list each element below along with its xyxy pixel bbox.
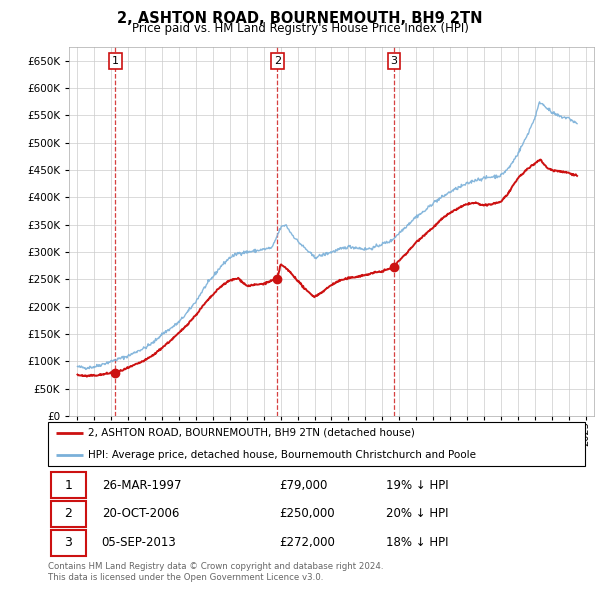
Text: £79,000: £79,000	[279, 478, 327, 491]
FancyBboxPatch shape	[50, 472, 86, 498]
Text: 1: 1	[64, 478, 72, 491]
Text: 3: 3	[64, 536, 72, 549]
Text: 20% ↓ HPI: 20% ↓ HPI	[386, 507, 449, 520]
Text: 19% ↓ HPI: 19% ↓ HPI	[386, 478, 449, 491]
Text: 1: 1	[112, 56, 119, 66]
Text: 26-MAR-1997: 26-MAR-1997	[102, 478, 181, 491]
Text: 3: 3	[391, 56, 397, 66]
Text: Price paid vs. HM Land Registry's House Price Index (HPI): Price paid vs. HM Land Registry's House …	[131, 22, 469, 35]
Text: HPI: Average price, detached house, Bournemouth Christchurch and Poole: HPI: Average price, detached house, Bour…	[88, 450, 476, 460]
Text: £250,000: £250,000	[279, 507, 335, 520]
Text: 18% ↓ HPI: 18% ↓ HPI	[386, 536, 449, 549]
Text: 2: 2	[64, 507, 72, 520]
Text: 05-SEP-2013: 05-SEP-2013	[102, 536, 176, 549]
Text: 2: 2	[274, 56, 281, 66]
Text: This data is licensed under the Open Government Licence v3.0.: This data is licensed under the Open Gov…	[48, 573, 323, 582]
FancyBboxPatch shape	[50, 501, 86, 527]
Text: 20-OCT-2006: 20-OCT-2006	[102, 507, 179, 520]
FancyBboxPatch shape	[50, 530, 86, 556]
Text: 2, ASHTON ROAD, BOURNEMOUTH, BH9 2TN: 2, ASHTON ROAD, BOURNEMOUTH, BH9 2TN	[117, 11, 483, 25]
Text: Contains HM Land Registry data © Crown copyright and database right 2024.: Contains HM Land Registry data © Crown c…	[48, 562, 383, 571]
FancyBboxPatch shape	[48, 422, 585, 466]
Text: £272,000: £272,000	[279, 536, 335, 549]
Text: 2, ASHTON ROAD, BOURNEMOUTH, BH9 2TN (detached house): 2, ASHTON ROAD, BOURNEMOUTH, BH9 2TN (de…	[88, 428, 415, 438]
